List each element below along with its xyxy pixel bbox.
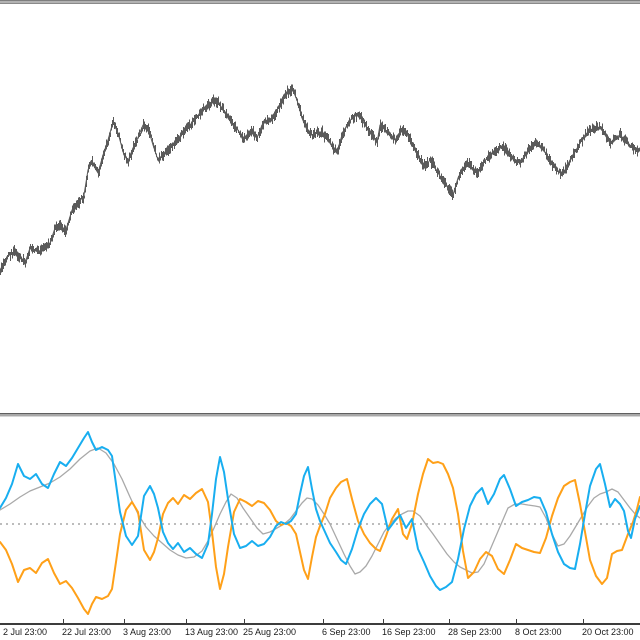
price-pane[interactable] — [0, 4, 640, 413]
indicator-chart-canvas[interactable] — [0, 417, 640, 623]
oscillator-plus-line — [0, 431, 640, 591]
x-axis-tick — [383, 619, 384, 623]
x-axis-label: 16 Sep 23:00 — [382, 627, 436, 637]
x-axis-tick — [583, 619, 584, 623]
pane-separator-handle[interactable] — [0, 413, 640, 417]
x-axis-label: 8 Oct 23:00 — [515, 627, 562, 637]
x-axis-tick — [124, 619, 125, 623]
x-axis-label: 28 Sep 23:00 — [448, 627, 502, 637]
x-axis-label: 6 Sep 23:00 — [322, 627, 371, 637]
x-axis-label: 22 Jul 23:00 — [62, 627, 112, 637]
signal-line — [0, 447, 640, 575]
x-axis-tick — [63, 619, 64, 623]
x-axis-label: 13 Aug 23:00 — [185, 627, 239, 637]
x-axis-tick — [516, 619, 517, 623]
indicator-pane[interactable] — [0, 417, 640, 623]
x-axis-label: 2 Jul 23:00 — [3, 627, 48, 637]
x-axis-tick — [186, 619, 187, 623]
x-axis-label: 3 Aug 23:00 — [123, 627, 172, 637]
x-axis-tick — [244, 619, 245, 623]
x-axis-tick — [323, 619, 324, 623]
price-chart-canvas[interactable] — [0, 4, 640, 413]
window-top-border — [0, 0, 640, 4]
time-axis[interactable]: 2 Jul 23:00 22 Jul 23:00 3 Aug 23:00 13 Aug… — [0, 625, 640, 640]
oscillator-minus-line — [0, 458, 640, 615]
time-axis-line — [0, 623, 640, 625]
x-axis-label: 20 Oct 23:00 — [582, 627, 634, 637]
x-axis-tick — [449, 619, 450, 623]
x-axis-label: 25 Aug 23:00 — [243, 627, 297, 637]
